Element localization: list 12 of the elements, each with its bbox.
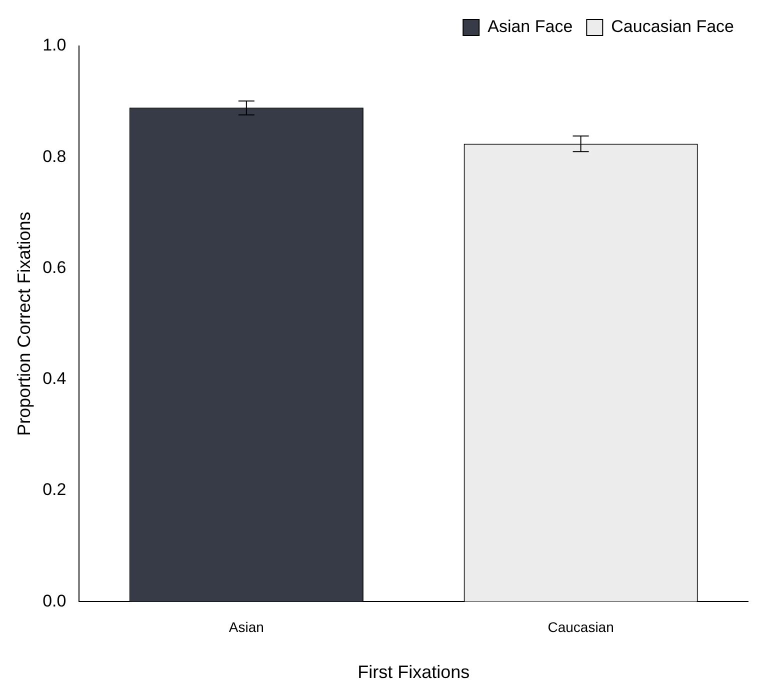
y-axis-title: Proportion Correct Fixations bbox=[14, 212, 34, 436]
x-axis-title: First Fixations bbox=[358, 662, 470, 682]
x-tick-label: Caucasian bbox=[548, 618, 614, 635]
y-tick-label: 1.0 bbox=[42, 36, 66, 55]
y-tick-label: 0.6 bbox=[42, 258, 66, 277]
legend-label: Asian Face bbox=[488, 17, 573, 36]
y-tick-label: 0.8 bbox=[42, 146, 66, 166]
y-tick-label: 0.0 bbox=[42, 591, 66, 610]
x-tick-label: Asian bbox=[228, 618, 264, 635]
y-tick-label: 0.2 bbox=[42, 480, 66, 500]
y-tick-label: 0.4 bbox=[42, 369, 66, 388]
legend-label: Caucasian Face bbox=[611, 17, 734, 36]
